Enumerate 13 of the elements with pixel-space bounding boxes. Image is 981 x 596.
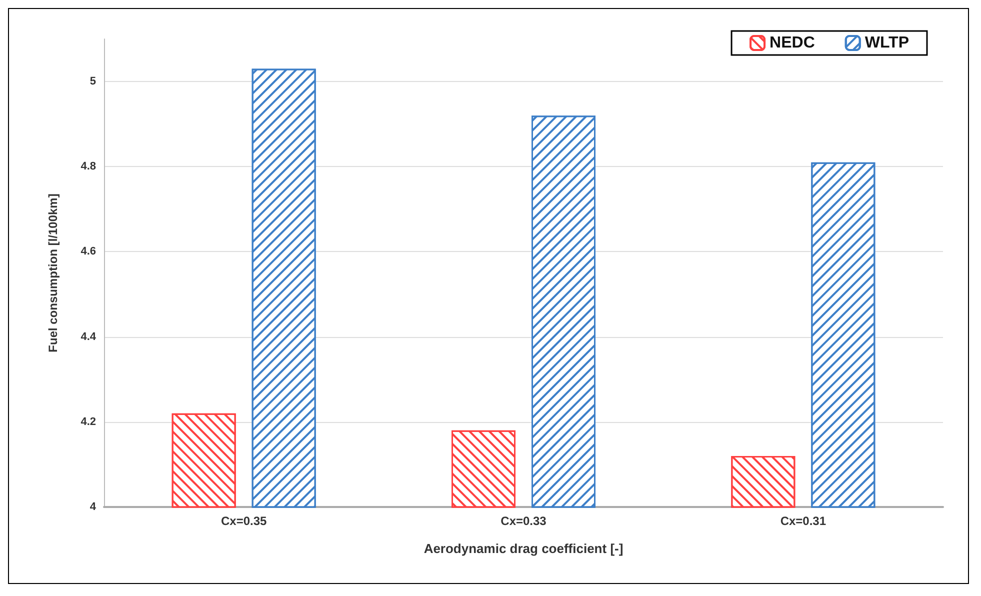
y-tick-label: 4.8	[80, 160, 96, 173]
legend-label: WLTP	[864, 34, 910, 52]
y-axis-title: Fuel consumption [l/100km]	[46, 194, 60, 352]
y-tick-label: 5	[90, 76, 96, 88]
y-tick-label: 4	[90, 501, 97, 513]
x-tick-label: Cx=0.35	[220, 514, 268, 528]
x-tick-label: Cx=0.33	[500, 514, 547, 528]
y-tick-label: 4.4	[80, 330, 97, 343]
x-axis-title: Aerodynamic drag coefficient [-]	[424, 541, 624, 556]
legend-label: NEDC	[770, 34, 816, 52]
x-tick-label: Cx=0.31	[780, 514, 826, 528]
y-tick-label: 4.6	[80, 246, 96, 258]
y-tick-label: 4.2	[80, 416, 96, 428]
